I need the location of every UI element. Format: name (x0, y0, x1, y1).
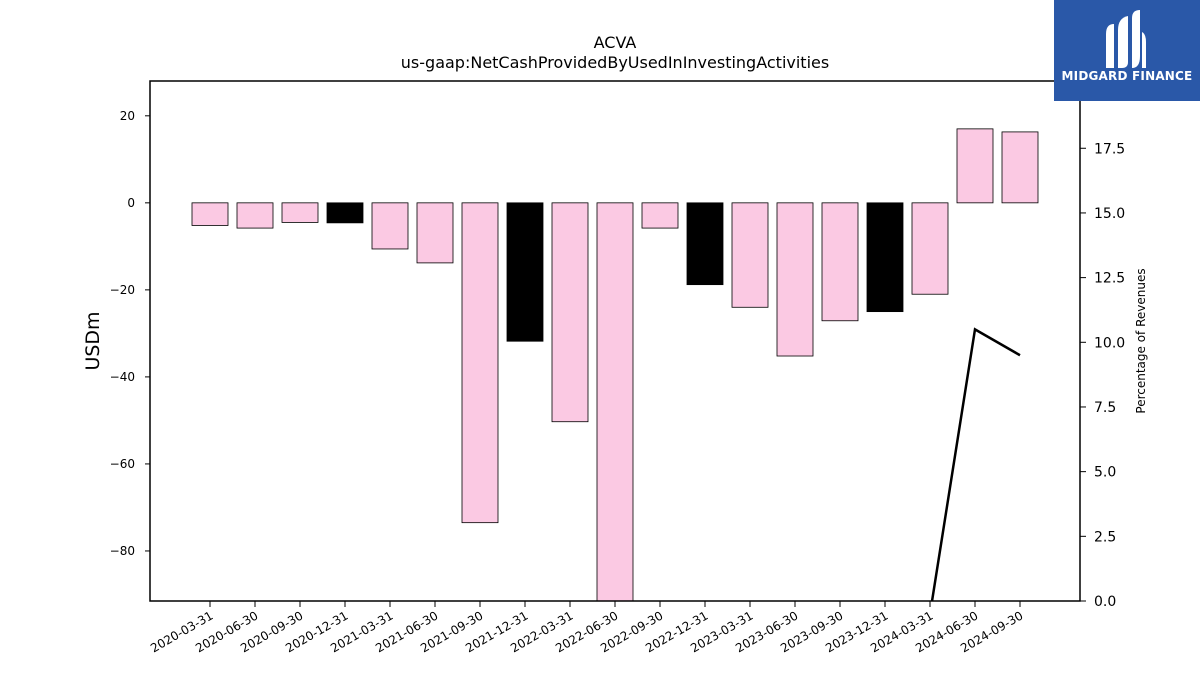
midgard-logo-icon (1106, 10, 1146, 68)
logo-text: MIDGARD FINANCE (1061, 69, 1193, 83)
y-axis-ticks: 20 0 −20 −40 −60 −80 (110, 109, 150, 558)
bar-2020-09-30 (281, 202, 319, 223)
y2-tick-label: 5.0 (1094, 465, 1116, 481)
midgard-finance-logo: MIDGARD FINANCE (1054, 0, 1200, 101)
bar-2022-06-30 (596, 202, 634, 602)
y-tick-label: 20 (120, 109, 135, 123)
bar-2024-03-31 (911, 202, 949, 295)
y-tick-label: −20 (110, 283, 135, 297)
y2-tick-label: 15.0 (1094, 206, 1125, 222)
percentage-line (930, 327, 1021, 601)
bar-2020-06-30 (236, 202, 274, 229)
bar-2021-09-30 (461, 202, 499, 524)
y-tick-label: −40 (110, 370, 135, 384)
y2-tick-label: 17.5 (1094, 141, 1125, 157)
y2-tick-label: 12.5 (1094, 271, 1125, 287)
y-tick-label: −60 (110, 457, 135, 471)
bar-2022-03-31 (551, 202, 589, 423)
bar-2021-06-30 (416, 202, 454, 264)
y2-axis-ticks: 0.0 2.5 5.0 7.5 10.0 12.5 15.0 17.5 (1080, 141, 1125, 610)
y2-axis-label: Percentage of Revenues (1134, 268, 1148, 413)
y-axis-label: USDm (82, 311, 104, 370)
bars-layer (191, 128, 1039, 602)
bar-2023-03-31 (731, 202, 769, 308)
bar-2020-03-31 (191, 202, 229, 226)
y2-tick-label: 2.5 (1094, 529, 1116, 545)
bar-2023-06-30 (776, 202, 814, 357)
chart-subtitle: us-gaap:NetCashProvidedByUsedInInvesting… (401, 53, 829, 72)
y2-tick-label: 10.0 (1094, 335, 1125, 351)
bar-2023-09-30 (821, 202, 859, 322)
chart-title: ACVA (594, 33, 637, 52)
bar-2021-12-31 (506, 202, 544, 342)
line-layer (930, 327, 1021, 601)
y2-tick-label: 0.0 (1094, 594, 1116, 610)
y-tick-label: 0 (127, 196, 135, 210)
bar-2020-12-31 (326, 202, 364, 224)
x-axis-ticks: 2020-03-312020-06-302020-09-302020-12-31… (148, 601, 1026, 655)
bar-2024-09-30 (1001, 131, 1039, 204)
y2-tick-label: 7.5 (1094, 400, 1116, 416)
bar-2021-03-31 (371, 202, 409, 250)
bar-2023-12-31 (866, 202, 904, 313)
plot-frame (149, 80, 1081, 602)
y-tick-label: −80 (110, 544, 135, 558)
bar-2022-12-31 (686, 202, 724, 286)
bar-2022-09-30 (641, 202, 679, 229)
bar-2024-06-30 (956, 128, 994, 204)
